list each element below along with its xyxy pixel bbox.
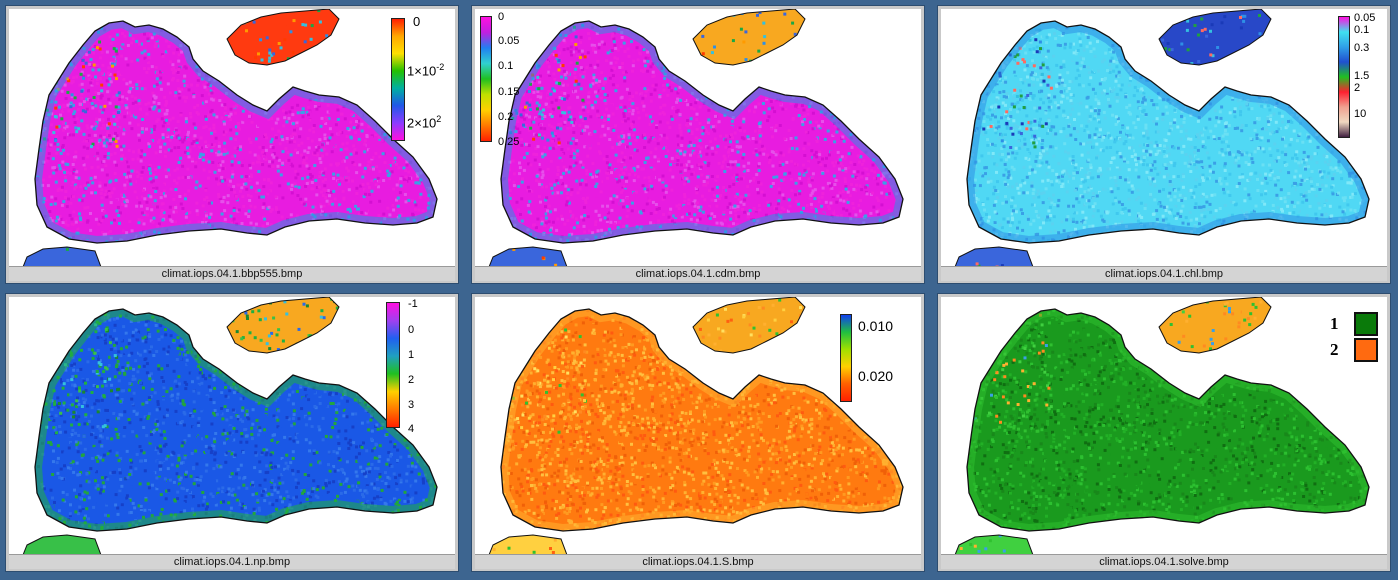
sea-raster	[488, 297, 904, 555]
image-filename-caption: climat.iops.04.1.bbp555.bmp	[9, 266, 455, 281]
legend-tick: 0	[498, 11, 504, 23]
legend-tick: 0.05	[498, 35, 519, 47]
black-sea-map	[475, 297, 921, 555]
image-filename-caption: climat.iops.04.1.np.bmp	[9, 554, 455, 569]
legend-tick: 1	[408, 349, 414, 361]
sea-raster	[22, 9, 438, 267]
legend-tick: 0.3	[1354, 42, 1369, 54]
legend-color-bar	[840, 314, 852, 402]
map-panel-s: 0.010 0.020 climat.iops.04.1.S.bmp	[471, 293, 925, 572]
legend-tick: -1	[408, 298, 418, 310]
legend-tick: 0.1	[1354, 24, 1369, 36]
legend-color-bar	[480, 16, 492, 142]
legend-tick: 0.2	[498, 111, 513, 123]
sea-raster	[954, 9, 1370, 267]
image-filename-caption: climat.iops.04.1.solve.bmp	[941, 554, 1387, 569]
legend-tick: 0.010	[858, 318, 893, 334]
sea-raster	[488, 9, 904, 267]
black-sea-map	[9, 9, 455, 267]
sea-raster	[954, 297, 1370, 555]
legend-tick: 2	[1354, 82, 1360, 94]
legend-tick: 0.05	[1354, 12, 1375, 24]
map-panel-cdm: 0 0.05 0.1 0.15 0.2 0.25 climat.iops.04.…	[471, 5, 925, 284]
legend-tick: 0	[413, 14, 420, 29]
map-panel-solve: 1 2 climat.iops.04.1.solve.bmp	[937, 293, 1391, 572]
legend-tick: 4	[408, 423, 414, 435]
legend-color-bar	[386, 302, 400, 428]
black-sea-map	[9, 297, 455, 555]
legend-tick: 0.25	[498, 136, 519, 148]
legend-tick: 10	[1354, 108, 1366, 120]
legend-class-label: 2	[1330, 340, 1339, 360]
black-sea-map	[475, 9, 921, 267]
legend-swatch	[1354, 338, 1378, 362]
legend-tick: 1×10-2	[407, 62, 444, 78]
legend-class-label: 1	[1330, 314, 1339, 334]
legend-tick: 3	[408, 399, 414, 411]
map-panel-np: -1 0 1 2 3 4 climat.iops.04.1.np.bmp	[5, 293, 459, 572]
black-sea-map	[941, 9, 1387, 267]
map-panel-bbp555: 0 1×10-2 2×102 climat.iops.04.1.bbp555.b…	[5, 5, 459, 284]
legend-color-bar	[1338, 16, 1350, 138]
legend-tick: 0.15	[498, 86, 519, 98]
sea-raster	[22, 297, 438, 555]
legend-color-bar	[391, 18, 405, 141]
image-filename-caption: climat.iops.04.1.S.bmp	[475, 554, 921, 569]
image-filename-caption: climat.iops.04.1.chl.bmp	[941, 266, 1387, 281]
legend-tick: 0	[408, 324, 414, 336]
map-panel-chl: 0.05 0.1 0.3 1.5 2 10 climat.iops.04.1.c…	[937, 5, 1391, 284]
legend-tick: 2	[408, 374, 414, 386]
legend-tick: 1.5	[1354, 70, 1369, 82]
legend-tick: 0.1	[498, 60, 513, 72]
legend-tick: 2×102	[407, 114, 441, 130]
legend-swatch	[1354, 312, 1378, 336]
legend-tick: 0.020	[858, 368, 893, 384]
black-sea-map	[941, 297, 1387, 555]
image-filename-caption: climat.iops.04.1.cdm.bmp	[475, 266, 921, 281]
